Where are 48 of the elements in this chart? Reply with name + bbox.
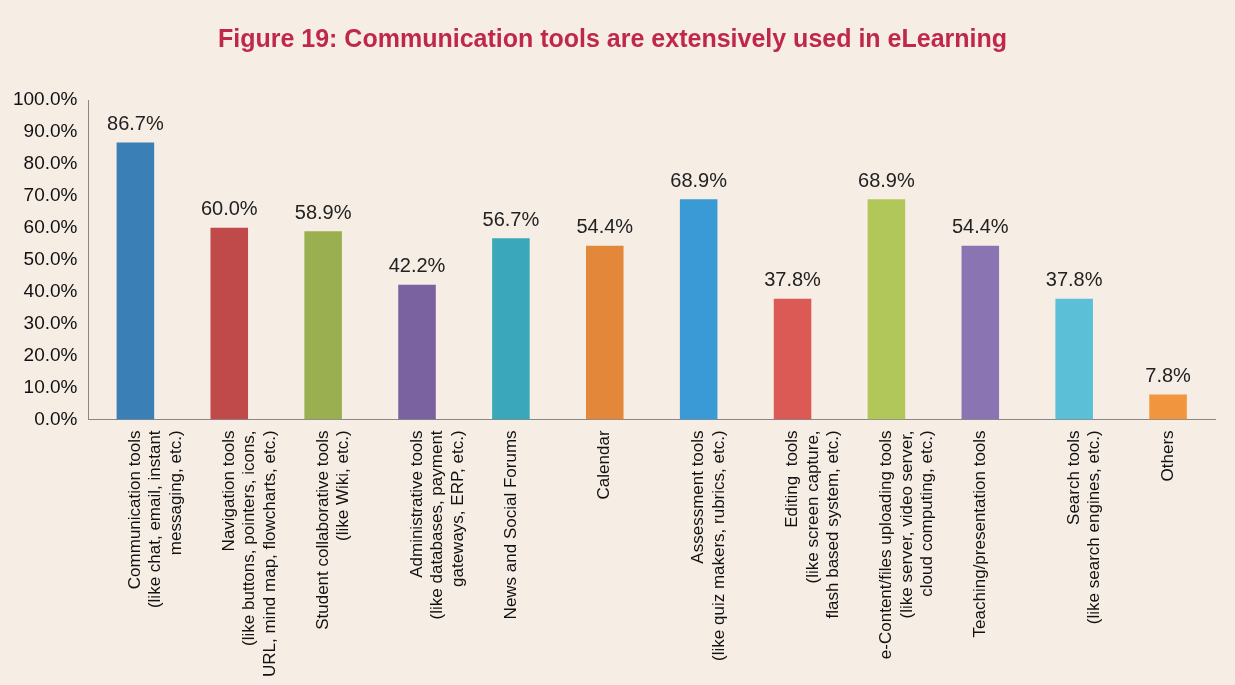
y-tick-label: 100.0% bbox=[12, 88, 78, 110]
data-label: 58.9% bbox=[294, 200, 352, 223]
data-label: 37.8% bbox=[1045, 268, 1103, 291]
y-tick-label: 50.0% bbox=[23, 247, 78, 269]
y-tick-label: 60.0% bbox=[23, 216, 78, 237]
data-label: 37.8% bbox=[764, 268, 822, 291]
data-label: 56.7% bbox=[482, 207, 540, 230]
bar bbox=[492, 238, 530, 420]
x-tick-label: Navigation tools (like buttons, pointers, icons, URL, mind map, flowcharts, etc.) bbox=[218, 430, 279, 677]
data-label: 68.9% bbox=[858, 168, 915, 191]
bar bbox=[961, 245, 1000, 420]
bar bbox=[210, 227, 249, 420]
data-label: 68.9% bbox=[670, 168, 728, 191]
x-tick-label: News and Social Forums bbox=[500, 430, 520, 620]
bar bbox=[1055, 298, 1093, 420]
bar bbox=[867, 199, 906, 420]
bar bbox=[586, 245, 624, 420]
x-tick-label: Editing tools (like screen capture, flash based system, etc.) bbox=[782, 430, 843, 619]
data-label: 7.8% bbox=[1145, 364, 1192, 387]
data-label: 60.0% bbox=[200, 197, 258, 220]
y-tick-label: 10.0% bbox=[23, 375, 78, 397]
data-label: 54.4% bbox=[951, 215, 1009, 238]
x-tick-label: Search tools (like search engines, etc.) bbox=[1063, 430, 1104, 625]
chart-title: Figure 19: Communication tools are extensively used in eLearning bbox=[217, 23, 1008, 52]
bar bbox=[773, 298, 812, 420]
bar bbox=[1149, 394, 1187, 420]
y-tick-label: 30.0% bbox=[23, 311, 78, 333]
y-tick-label: 40.0% bbox=[23, 279, 78, 301]
x-tick-label: Administrative tools (like databases, payment gateways, ERP, etc.) bbox=[406, 430, 467, 620]
x-tick-label: Communication tools (like chat, email, instant messaging, etc.) bbox=[125, 430, 185, 609]
data-label: 86.7% bbox=[107, 112, 164, 134]
y-tick-label: 20.0% bbox=[23, 343, 78, 365]
x-tick-label: Others bbox=[1157, 430, 1177, 482]
x-tick-label: Assessment tools (like quiz makers, rubrics, etc.) bbox=[688, 430, 728, 661]
data-label: 42.2% bbox=[388, 254, 446, 277]
x-tick-label: Calendar bbox=[594, 430, 614, 500]
x-tick-label: Student collaborative tools (like Wiki, etc.) bbox=[312, 430, 353, 630]
y-tick-label: 90.0% bbox=[23, 120, 78, 142]
x-tick-label: Teaching/presentation tools bbox=[969, 430, 989, 638]
y-tick-label: 0.0% bbox=[34, 407, 78, 429]
bar bbox=[679, 199, 718, 420]
x-tick-label: e-Content/files uploading tools (like server, video server, cloud computing, etc.) bbox=[876, 430, 936, 660]
bar bbox=[116, 142, 155, 420]
bar bbox=[398, 284, 436, 420]
y-tick-label: 70.0% bbox=[23, 184, 78, 206]
data-label: 54.4% bbox=[576, 215, 634, 238]
y-tick-label: 80.0% bbox=[23, 152, 78, 174]
bar bbox=[304, 231, 342, 420]
